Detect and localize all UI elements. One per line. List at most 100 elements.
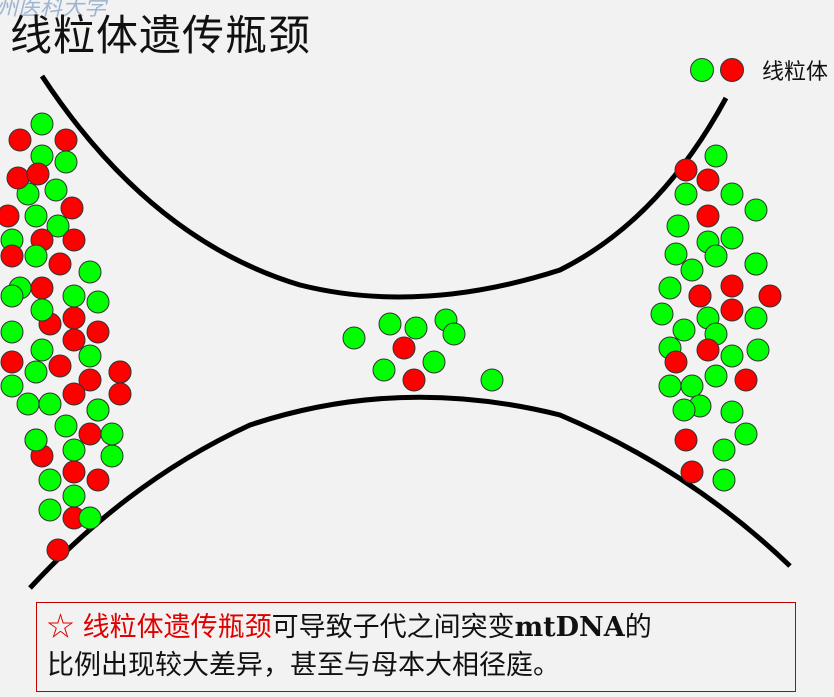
red-mitochondrion-right-cell	[680, 460, 704, 484]
red-mitochondrion-left-cell	[62, 382, 86, 406]
green-mitochondrion-right-cell	[672, 318, 696, 342]
green-mitochondrion-right-cell	[744, 198, 768, 222]
red-mitochondrion-right-cell	[758, 284, 782, 308]
red-mitochondrion-left-cell	[86, 320, 110, 344]
green-mitochondrion-bottleneck	[378, 312, 402, 336]
green-mitochondrion-right-cell	[680, 258, 704, 282]
green-mitochondrion-left-cell	[44, 178, 68, 202]
note-line-2: 比例出现较大差异，甚至与母本大相径庭。	[47, 650, 560, 681]
green-mitochondrion-left-cell	[62, 284, 86, 308]
red-mitochondrion-left-cell	[86, 468, 110, 492]
red-mitochondrion-left-cell	[48, 252, 72, 276]
green-mitochondrion-bottleneck	[404, 316, 428, 340]
red-mitochondrion-left-cell	[78, 422, 102, 446]
green-mitochondrion-left-cell	[62, 484, 86, 508]
green-mitochondrion-left-cell	[16, 392, 40, 416]
upper-funnel-line	[39, 74, 729, 300]
red-mitochondrion-left-cell	[30, 276, 54, 300]
slide-title: 线粒体遗传瓶颈	[10, 11, 312, 60]
note-highlight: 线粒体遗传瓶颈	[82, 612, 272, 643]
green-mitochondrion-bottleneck	[422, 350, 446, 374]
mitochondria-dots	[0, 112, 782, 562]
green-mitochondrion-left-cell	[24, 244, 48, 268]
legend-red-dot	[720, 58, 744, 82]
green-mitochondrion-right-cell	[712, 438, 736, 462]
red-mitochondrion-right-cell	[696, 338, 720, 362]
green-mitochondrion-left-cell	[38, 468, 62, 492]
green-mitochondrion-left-cell	[86, 290, 110, 314]
green-mitochondrion-left-cell	[38, 498, 62, 522]
green-mitochondrion-left-cell	[38, 392, 62, 416]
red-mitochondrion-left-cell	[78, 368, 102, 392]
red-mitochondrion-left-cell	[62, 306, 86, 330]
red-mitochondrion-left-cell	[0, 204, 20, 228]
green-mitochondrion-right-cell	[744, 306, 768, 330]
red-mitochondrion-right-cell	[674, 428, 698, 452]
green-mitochondrion-left-cell	[78, 506, 102, 530]
green-mitochondrion-bottleneck	[480, 368, 504, 392]
green-mitochondrion-right-cell	[712, 468, 736, 492]
green-mitochondrion-right-cell	[680, 374, 704, 398]
note-line-1: ☆ 线粒体遗传瓶颈可导致子代之间突变mtDNA的	[47, 609, 785, 647]
red-mitochondrion-right-cell	[674, 158, 698, 182]
red-mitochondrion-right-cell	[720, 274, 744, 298]
red-mitochondrion-right-cell	[696, 204, 720, 228]
green-mitochondrion-right-cell	[734, 422, 758, 446]
green-mitochondrion-right-cell	[720, 344, 744, 368]
green-mitochondrion-left-cell	[100, 444, 124, 468]
watermark-logo: 州医科大学	[0, 0, 107, 21]
green-mitochondrion-left-cell	[100, 422, 124, 446]
red-mitochondrion-bottleneck	[392, 336, 416, 360]
green-mitochondrion-right-cell	[658, 276, 682, 300]
green-mitochondrion-left-cell	[0, 284, 24, 308]
red-mitochondrion-left-cell	[26, 162, 50, 186]
red-mitochondrion-left-cell	[46, 538, 70, 562]
note-box: ☆ 线粒体遗传瓶颈可导致子代之间突变mtDNA的 比例出现较大差异，甚至与母本大…	[36, 602, 796, 692]
red-mitochondrion-left-cell	[6, 166, 30, 190]
note-bold: mtDNA	[514, 612, 625, 643]
green-mitochondrion-right-cell	[720, 182, 744, 206]
star-icon: ☆	[47, 612, 74, 643]
red-mitochondrion-left-cell	[0, 244, 24, 268]
green-mitochondrion-right-cell	[664, 242, 688, 266]
red-mitochondrion-left-cell	[108, 360, 132, 384]
green-mitochondrion-left-cell	[86, 398, 110, 422]
green-mitochondrion-right-cell	[674, 182, 698, 206]
green-mitochondrion-right-cell	[704, 364, 728, 388]
red-mitochondrion-left-cell	[48, 354, 72, 378]
green-mitochondrion-right-cell	[650, 302, 674, 326]
lower-funnel-line	[28, 394, 792, 590]
green-mitochondrion-left-cell	[78, 260, 102, 284]
red-mitochondrion-left-cell	[108, 382, 132, 406]
green-mitochondrion-right-cell	[666, 214, 690, 238]
legend-green-dot	[690, 58, 714, 82]
green-mitochondrion-bottleneck	[372, 358, 396, 382]
green-mitochondrion-left-cell	[54, 414, 78, 438]
green-mitochondrion-right-cell	[658, 374, 682, 398]
green-mitochondrion-left-cell	[30, 338, 54, 362]
green-mitochondrion-left-cell	[54, 150, 78, 174]
red-mitochondrion-left-cell	[0, 350, 24, 374]
note-text-1: 可导致子代之间突变	[271, 612, 515, 643]
red-mitochondrion-right-cell	[664, 350, 688, 374]
green-mitochondrion-left-cell	[24, 204, 48, 228]
green-mitochondrion-right-cell	[746, 338, 770, 362]
legend-label: 线粒体	[762, 60, 829, 85]
green-mitochondrion-right-cell	[704, 144, 728, 168]
green-mitochondrion-left-cell	[0, 320, 24, 344]
red-mitochondrion-left-cell	[8, 128, 32, 152]
legend: 线粒体	[690, 56, 829, 85]
red-mitochondrion-left-cell	[62, 228, 86, 252]
bottleneck-diagram	[0, 74, 792, 590]
green-mitochondrion-left-cell	[24, 360, 48, 384]
green-mitochondrion-left-cell	[30, 112, 54, 136]
green-mitochondrion-right-cell	[704, 244, 728, 268]
red-mitochondrion-right-cell	[734, 368, 758, 392]
green-mitochondrion-left-cell	[0, 374, 24, 398]
red-mitochondrion-left-cell	[62, 328, 86, 352]
red-mitochondrion-left-cell	[60, 196, 84, 220]
red-mitochondrion-bottleneck	[402, 368, 426, 392]
green-mitochondrion-right-cell	[672, 398, 696, 422]
green-mitochondrion-bottleneck	[342, 326, 366, 350]
